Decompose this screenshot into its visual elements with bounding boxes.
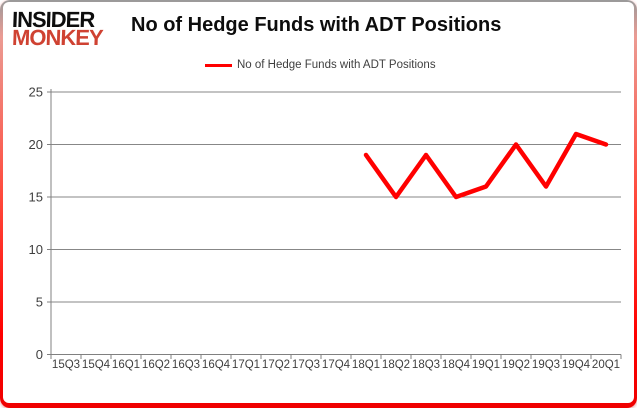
x-tick-labels: 15Q3 15Q4 16Q1 16Q2 16Q3 16Q4 17Q1 17Q2 17Q3 17Q4… bbox=[52, 359, 620, 371]
svg-text:20: 20 bbox=[29, 137, 43, 152]
svg-text:15Q4: 15Q4 bbox=[82, 359, 111, 371]
svg-text:18Q4: 18Q4 bbox=[442, 359, 471, 371]
series-line-adt bbox=[363, 131, 609, 200]
axis-ticks bbox=[47, 91, 622, 359]
svg-text:19Q4: 19Q4 bbox=[562, 359, 591, 371]
svg-text:19Q1: 19Q1 bbox=[472, 359, 500, 371]
svg-text:5: 5 bbox=[36, 295, 43, 310]
legend: No of Hedge Funds with ADT Positions bbox=[205, 57, 436, 73]
svg-text:16Q4: 16Q4 bbox=[202, 359, 231, 371]
svg-text:15: 15 bbox=[29, 190, 43, 205]
svg-text:10: 10 bbox=[29, 242, 43, 257]
y-tick-labels: 0 5 10 15 20 25 bbox=[29, 85, 43, 363]
svg-text:18Q3: 18Q3 bbox=[412, 359, 440, 371]
gridlines bbox=[51, 91, 621, 303]
legend-label: No of Hedge Funds with ADT Positions bbox=[237, 59, 436, 71]
svg-text:25: 25 bbox=[29, 85, 43, 100]
svg-text:15Q3: 15Q3 bbox=[52, 359, 80, 371]
svg-text:17Q2: 17Q2 bbox=[262, 359, 290, 371]
svg-text:18Q1: 18Q1 bbox=[352, 359, 380, 371]
svg-text:17Q3: 17Q3 bbox=[292, 359, 320, 371]
svg-text:19Q3: 19Q3 bbox=[532, 359, 560, 371]
svg-text:16Q1: 16Q1 bbox=[112, 359, 140, 371]
legend-line-swatch bbox=[205, 63, 232, 67]
svg-text:19Q2: 19Q2 bbox=[502, 359, 530, 371]
svg-text:17Q4: 17Q4 bbox=[322, 359, 351, 371]
svg-text:18Q2: 18Q2 bbox=[382, 359, 410, 371]
svg-text:0: 0 bbox=[36, 347, 43, 362]
svg-text:20Q1: 20Q1 bbox=[592, 359, 620, 371]
svg-text:17Q1: 17Q1 bbox=[232, 359, 260, 371]
svg-text:16Q2: 16Q2 bbox=[142, 359, 170, 371]
chart-canvas: INSIDER MONKEY No of Hedge Funds with AD… bbox=[3, 2, 634, 403]
axis-lines bbox=[47, 89, 621, 355]
svg-text:16Q3: 16Q3 bbox=[172, 359, 200, 371]
chart-title: No of Hedge Funds with ADT Positions bbox=[131, 14, 502, 36]
